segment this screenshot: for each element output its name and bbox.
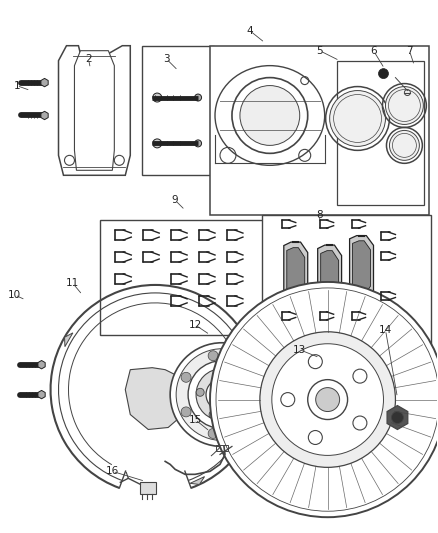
Polygon shape — [287, 248, 305, 306]
Circle shape — [209, 410, 217, 418]
Polygon shape — [38, 390, 45, 399]
Text: 16: 16 — [106, 466, 119, 477]
Text: 6: 6 — [370, 46, 377, 55]
Polygon shape — [318, 245, 342, 315]
Circle shape — [181, 407, 191, 417]
Circle shape — [153, 139, 162, 148]
Circle shape — [170, 343, 274, 447]
Text: 4: 4 — [247, 26, 253, 36]
Circle shape — [181, 373, 191, 382]
Circle shape — [308, 354, 322, 369]
Circle shape — [206, 378, 238, 410]
Polygon shape — [41, 78, 48, 87]
Text: 13: 13 — [293, 345, 306, 355]
Bar — [100, 220, 263, 335]
Circle shape — [114, 155, 124, 165]
Text: 11: 11 — [66, 278, 79, 288]
Circle shape — [240, 86, 300, 146]
Circle shape — [212, 385, 232, 405]
Circle shape — [208, 351, 218, 361]
Polygon shape — [41, 111, 48, 120]
Circle shape — [194, 140, 201, 147]
Circle shape — [385, 86, 424, 124]
Circle shape — [330, 91, 385, 147]
Text: 12: 12 — [188, 320, 202, 330]
Text: 1: 1 — [13, 80, 20, 91]
Circle shape — [272, 344, 384, 455]
Circle shape — [176, 349, 268, 440]
Polygon shape — [353, 241, 371, 295]
Circle shape — [208, 429, 218, 439]
Circle shape — [232, 78, 308, 154]
Text: 10: 10 — [8, 290, 21, 300]
Circle shape — [242, 421, 252, 431]
Circle shape — [353, 416, 367, 430]
Circle shape — [257, 390, 267, 400]
Bar — [142, 46, 214, 175]
Text: 5: 5 — [316, 46, 323, 55]
Text: 15: 15 — [188, 415, 202, 424]
Circle shape — [188, 361, 256, 429]
Polygon shape — [74, 51, 114, 171]
Circle shape — [153, 93, 162, 102]
Circle shape — [210, 282, 438, 517]
Circle shape — [194, 94, 201, 101]
Text: 14: 14 — [379, 325, 392, 335]
Text: 9: 9 — [172, 195, 178, 205]
Text: 8: 8 — [316, 210, 323, 220]
Circle shape — [281, 393, 295, 407]
Bar — [337, 61, 424, 205]
Circle shape — [260, 332, 396, 467]
Text: 7: 7 — [406, 46, 413, 55]
Circle shape — [389, 131, 419, 160]
Circle shape — [237, 379, 245, 387]
Circle shape — [316, 387, 339, 411]
Polygon shape — [64, 333, 73, 346]
Bar — [140, 482, 156, 494]
Polygon shape — [321, 251, 339, 309]
Polygon shape — [246, 416, 254, 431]
Circle shape — [196, 369, 248, 421]
Circle shape — [378, 69, 389, 78]
Polygon shape — [387, 406, 408, 430]
Circle shape — [64, 155, 74, 165]
Circle shape — [213, 369, 222, 377]
Circle shape — [308, 379, 348, 419]
Bar — [216, 446, 228, 451]
Circle shape — [242, 358, 252, 368]
Bar — [262, 215, 431, 370]
Circle shape — [196, 389, 204, 397]
Polygon shape — [125, 368, 188, 430]
Polygon shape — [284, 242, 308, 312]
Circle shape — [353, 369, 367, 383]
Text: 2: 2 — [85, 54, 92, 63]
Circle shape — [392, 411, 403, 424]
Text: 3: 3 — [163, 54, 170, 63]
Circle shape — [234, 405, 242, 413]
Circle shape — [308, 431, 322, 445]
Polygon shape — [38, 360, 45, 369]
Bar — [210, 46, 429, 215]
Polygon shape — [190, 477, 205, 484]
Polygon shape — [350, 236, 374, 301]
